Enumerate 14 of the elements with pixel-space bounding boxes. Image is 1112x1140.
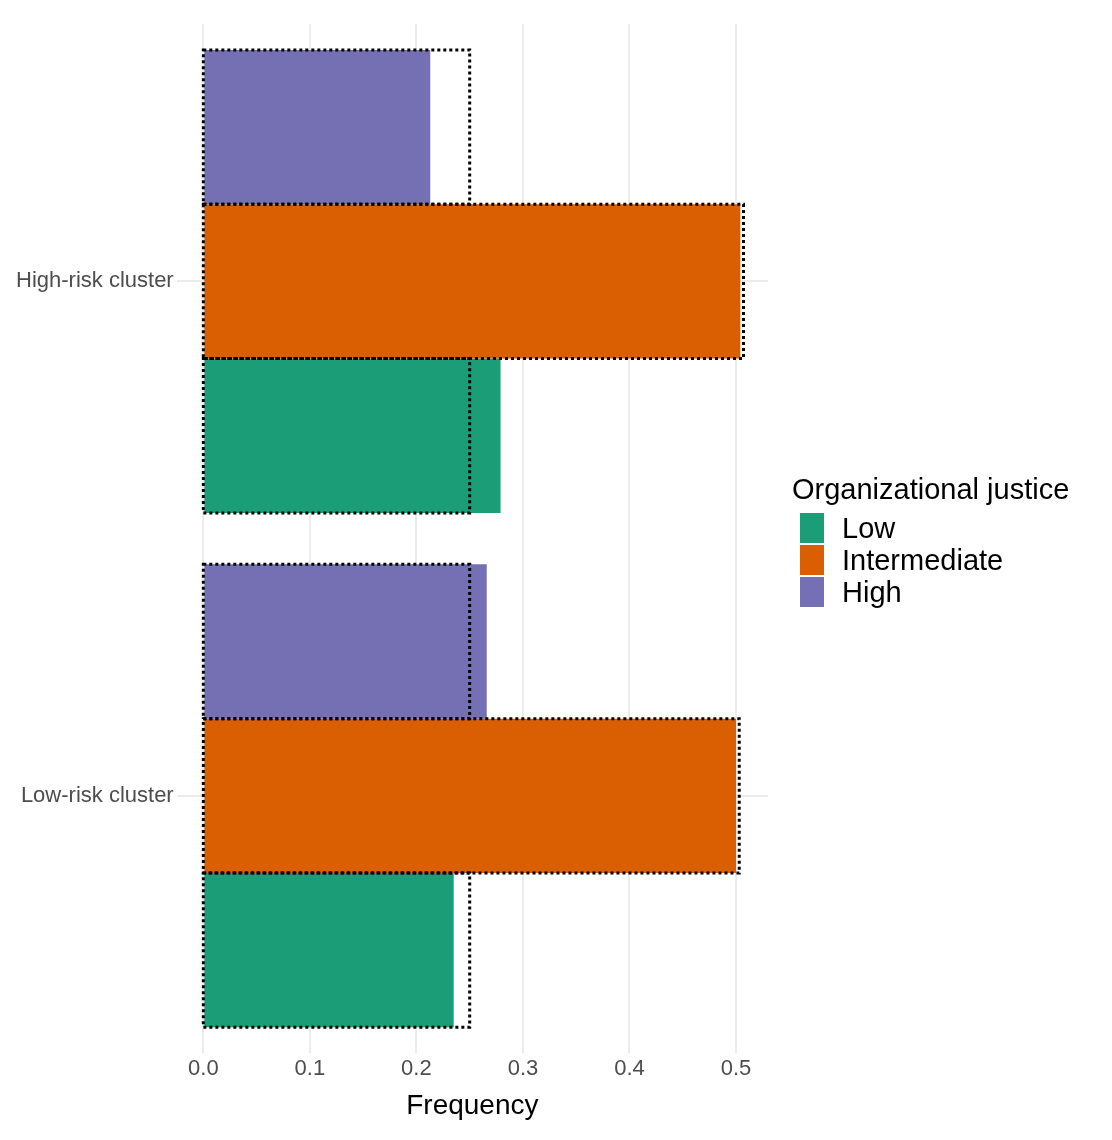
legend-title: Organizational justice xyxy=(792,473,1070,506)
x-tick-label: 0.2 xyxy=(401,1055,432,1081)
x-tick-label: 0.3 xyxy=(507,1055,539,1081)
x-tick-label: 0.4 xyxy=(614,1055,645,1081)
x-tick-label: 0.1 xyxy=(294,1055,326,1081)
bar xyxy=(204,49,431,205)
legend-label: Intermediate xyxy=(842,543,1004,577)
x-tick-label: 0.0 xyxy=(188,1055,219,1081)
x-axis-title: Frequency xyxy=(406,1088,539,1120)
x-tick-label: 0.5 xyxy=(720,1055,752,1081)
legend-label: High xyxy=(842,575,902,609)
y-tick-label: High-risk cluster xyxy=(15,267,174,293)
legend-label: Low xyxy=(842,511,896,545)
y-tick-label: Low-risk cluster xyxy=(20,781,174,807)
